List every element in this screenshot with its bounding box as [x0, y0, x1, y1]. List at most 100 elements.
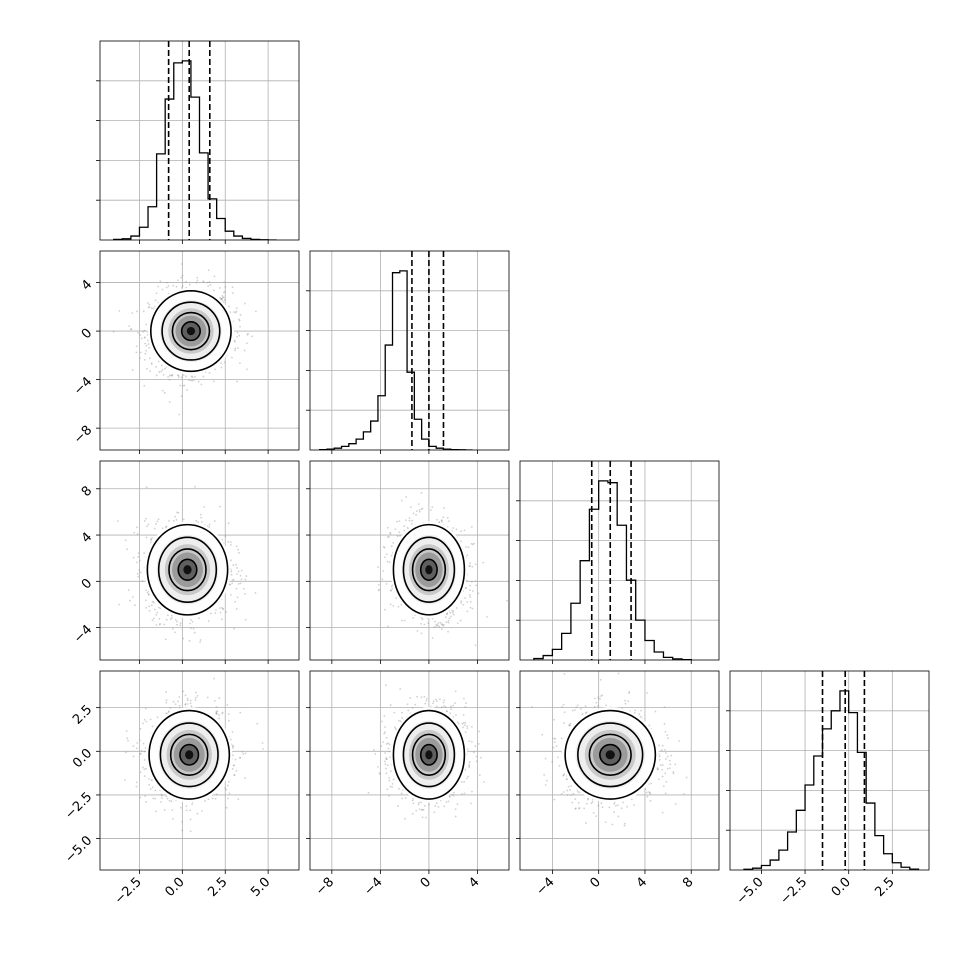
sample-point: [143, 519, 146, 522]
sample-point: [396, 535, 399, 537]
contour-2: [411, 548, 447, 592]
sample-point: [420, 491, 423, 494]
sample-point: [161, 797, 163, 799]
sample-point: [230, 570, 233, 573]
sample-point: [157, 285, 159, 288]
sample-point: [442, 516, 444, 519]
sample-point: [179, 624, 182, 627]
sample-point: [145, 349, 148, 352]
sample-point: [170, 374, 173, 377]
sample-point: [236, 567, 238, 569]
sample-point: [223, 361, 226, 364]
sample-point: [162, 373, 165, 376]
sample-point: [145, 801, 147, 803]
sample-point: [456, 622, 459, 625]
sample-point: [145, 323, 148, 326]
sample-point: [409, 506, 412, 509]
sample-point: [232, 311, 235, 313]
sample-point: [460, 600, 463, 603]
sample-point: [169, 618, 172, 621]
sample-point: [377, 589, 380, 592]
sample-point: [433, 620, 436, 623]
sample-point: [176, 620, 178, 623]
sample-point: [440, 519, 443, 522]
sample-point: [155, 374, 158, 377]
sample-point: [441, 520, 444, 523]
sample-point: [465, 586, 468, 589]
sample-point: [209, 284, 212, 286]
sample-point: [469, 584, 472, 587]
sample-point: [155, 624, 158, 626]
sample-point: [215, 712, 218, 714]
sample-point: [197, 380, 200, 383]
sample-point: [136, 572, 139, 575]
sample-point: [442, 624, 445, 627]
sample-point: [234, 311, 237, 314]
sample-point: [460, 602, 462, 604]
sample-point: [234, 347, 237, 350]
sample-point: [199, 639, 202, 641]
sample-point: [437, 622, 440, 624]
sample-point: [447, 621, 450, 624]
sample-point: [232, 564, 235, 566]
sample-point: [186, 389, 188, 391]
sample-point: [130, 328, 132, 331]
panel-0-0: [96, 40, 300, 244]
sample-point: [443, 506, 445, 509]
sample-point: [182, 374, 185, 377]
sample-point: [229, 583, 232, 586]
sample-point: [447, 520, 450, 523]
sample-point: [160, 364, 163, 367]
sample-point: [221, 712, 224, 715]
sample-point: [143, 775, 146, 777]
sample-point: [433, 626, 436, 628]
sample-point: [466, 601, 469, 603]
sample-point: [418, 509, 421, 511]
sample-point: [179, 806, 182, 809]
sample-point: [182, 518, 185, 521]
sample-point: [470, 525, 473, 528]
panel-frame: [99, 460, 300, 661]
sample-point: [154, 789, 157, 792]
sample-point: [472, 590, 474, 592]
sample-point: [195, 519, 198, 522]
sample-point: [377, 566, 379, 569]
sample-point: [237, 570, 240, 573]
sample-point: [390, 589, 392, 592]
sample-point: [246, 368, 248, 371]
sample-point: [231, 356, 233, 359]
sample-point: [153, 527, 156, 530]
sample-point: [143, 718, 146, 721]
sample-point: [134, 604, 136, 607]
panel-frame: [309, 460, 510, 661]
sample-point: [200, 516, 203, 519]
sample-point: [159, 280, 162, 283]
sample-point: [133, 531, 136, 534]
sample-point: [194, 485, 196, 488]
sample-point: [238, 551, 240, 554]
sample-point: [145, 517, 147, 520]
contour-3: [180, 321, 201, 342]
sample-point: [441, 623, 444, 626]
sample-point: [445, 612, 448, 615]
sample-point: [239, 325, 241, 328]
sample-point: [234, 349, 236, 352]
panel-frame: [99, 250, 300, 451]
sample-point: [221, 298, 223, 300]
sample-point: [237, 548, 240, 551]
sample-point: [471, 580, 473, 583]
sample-point: [163, 623, 166, 626]
sample-point: [208, 523, 211, 526]
sample-point: [408, 517, 411, 519]
sample-point: [132, 755, 135, 758]
sample-point: [438, 521, 441, 524]
sample-point: [421, 507, 424, 510]
sample-point: [400, 603, 403, 606]
sample-point: [150, 539, 153, 541]
sample-point: [468, 565, 470, 568]
panel-3-0: −2.5 0.0 2.5 5.0−5.0−2.50.02.5: [62, 670, 300, 908]
sample-point: [156, 520, 159, 523]
sample-point: [238, 319, 241, 322]
y-tick-label: 0: [79, 326, 95, 342]
